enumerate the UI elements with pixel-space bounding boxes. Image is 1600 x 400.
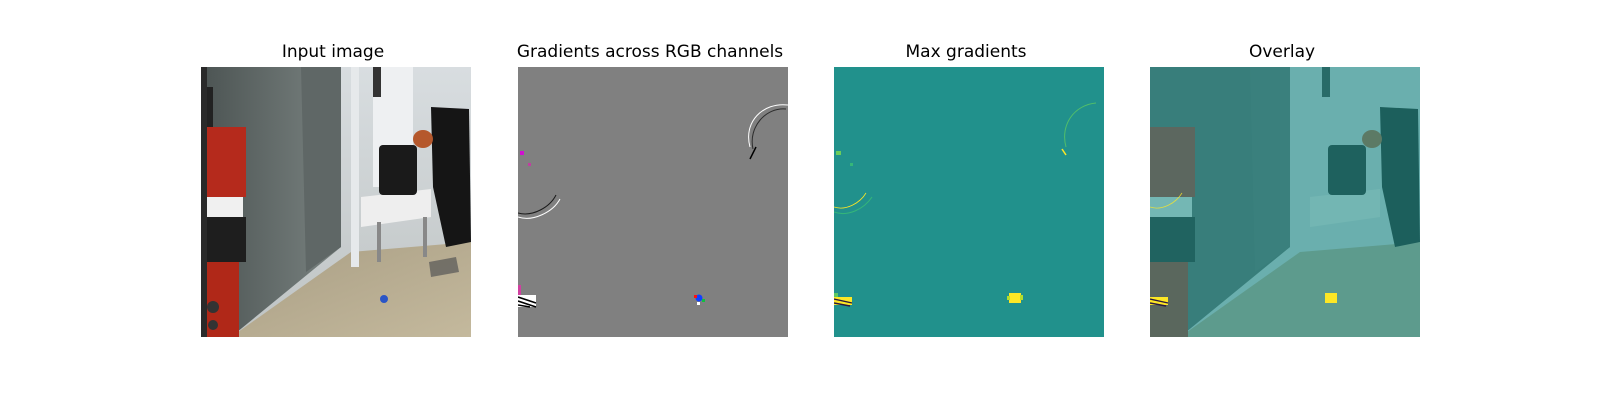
- overlay-image: [1150, 67, 1420, 337]
- panel-title: Overlay: [1248, 42, 1316, 62]
- max-gradient-map-image: [834, 67, 1104, 337]
- rgb-gradient-map: [518, 67, 788, 337]
- gradient-stripes-bottom-left: [518, 295, 537, 308]
- rgb-gradient-map-image: [518, 67, 788, 337]
- panel-title: Input image: [281, 42, 385, 62]
- input-image-scene: [201, 67, 471, 337]
- panel-input-image: Input image: [183, 0, 483, 400]
- max-stripes-bottom-left: [834, 293, 853, 307]
- panel-title: Gradients across RGB channels: [516, 42, 784, 62]
- panel-title: Max gradients: [905, 42, 1027, 62]
- input-image: [201, 67, 471, 337]
- panel-overlay: Overlay: [1132, 0, 1432, 400]
- max-blob-ball: [1007, 293, 1023, 303]
- panel-max-gradients: Max gradients: [816, 0, 1116, 400]
- overlay-stripes-bottom-left: [1150, 297, 1169, 307]
- max-gradient-map: [834, 67, 1104, 337]
- overlay-image-scene: [1150, 67, 1420, 337]
- panel-rgb-gradients: Gradients across RGB channels: [500, 0, 800, 400]
